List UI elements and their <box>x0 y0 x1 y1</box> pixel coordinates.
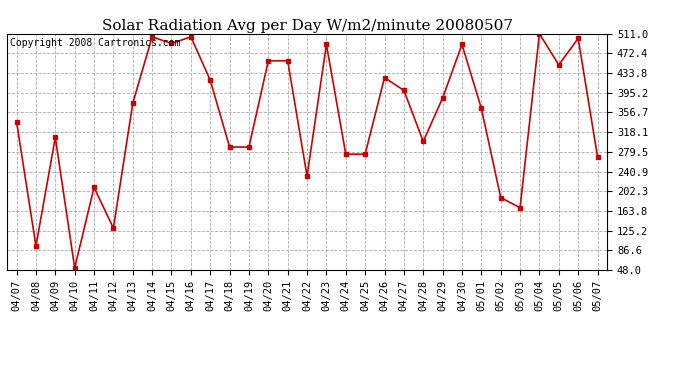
Title: Solar Radiation Avg per Day W/m2/minute 20080507: Solar Radiation Avg per Day W/m2/minute … <box>101 19 513 33</box>
Text: Copyright 2008 Cartronics.com: Copyright 2008 Cartronics.com <box>10 39 180 48</box>
